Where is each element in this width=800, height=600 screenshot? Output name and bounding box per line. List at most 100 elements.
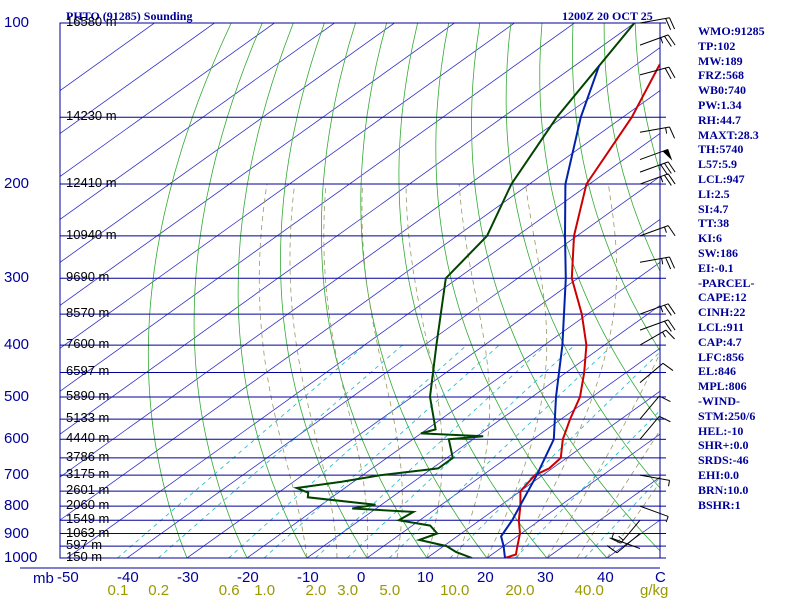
dry-adiabat-line	[147, 23, 232, 558]
wind-barb	[639, 329, 675, 346]
index-item: TH:5740	[698, 142, 744, 157]
index-item: LCL:947	[698, 171, 745, 186]
index-item: L57:5.9	[698, 157, 737, 172]
index-item: CAP:4.7	[698, 334, 742, 349]
index-item: CINH:22	[698, 305, 746, 320]
mixing-tick-label: 0.1	[107, 582, 129, 599]
wind-barb	[639, 225, 676, 237]
dewpoint-line	[292, 23, 636, 558]
sounding-series	[292, 23, 660, 558]
index-item: PW:1.34	[698, 97, 742, 112]
height-tick-label: 3786 m	[66, 448, 110, 464]
isotherm-line	[126, 175, 660, 558]
index-item: SW:186	[698, 245, 739, 260]
height-tick-label: 5890 m	[66, 387, 110, 403]
moist-adiabat-line	[289, 184, 338, 558]
isotherm-line	[426, 390, 660, 558]
index-item: STM:250/6	[698, 408, 756, 423]
isotherm-line	[60, 23, 635, 435]
wind-barb	[639, 303, 676, 316]
mixing-tick-label: 10.0	[440, 582, 470, 599]
temp-tick-label: -10	[297, 569, 319, 586]
wind-barbs	[606, 17, 676, 554]
isotherm-line	[60, 90, 660, 521]
isotherm-line	[60, 47, 660, 478]
isotherm-line	[60, 23, 455, 306]
height-tick-label: 14230 m	[66, 108, 117, 124]
index-item: LCL:911	[698, 319, 745, 334]
wind-barb	[639, 362, 674, 383]
temp-tick-label: 0	[357, 569, 366, 586]
index-item: MW:189	[698, 53, 743, 68]
dry-adiabat-line	[435, 23, 608, 558]
index-item: TP:102	[698, 38, 736, 53]
wind-barb	[606, 533, 641, 554]
isotherm-line	[66, 133, 660, 558]
isotherm-line	[186, 218, 660, 558]
mixing-tick-label: 3.0	[337, 582, 359, 599]
moist-adiabat-line	[606, 481, 660, 558]
pressure-tick-label: 300	[4, 269, 30, 287]
height-tick-label: 9690 m	[66, 269, 110, 285]
mixing-tick-label: 20.0	[505, 582, 535, 599]
index-item: MAXT:28.3	[698, 127, 759, 142]
height-tick-label: 3175 m	[66, 466, 110, 482]
index-item: SI:4.7	[698, 201, 729, 216]
height-tick-label: 5133 m	[66, 410, 110, 426]
index-item: -WIND-	[698, 393, 740, 408]
height-tick-label: 10940 m	[66, 226, 117, 242]
mixing-tick-label: 40.0	[574, 582, 604, 599]
moist-adiabat-line	[456, 184, 491, 558]
height-tick-label: 597 m	[66, 537, 103, 553]
moist-adiabat-line	[405, 184, 443, 558]
temp-tick-label: 20	[477, 569, 494, 586]
plot-frame	[59, 22, 661, 559]
pressure-tick-label: 800	[4, 497, 30, 515]
temp-tick-label: -30	[177, 569, 199, 586]
index-item: HEL:-10	[698, 423, 744, 438]
height-tick-label: 2060 m	[66, 497, 110, 513]
height-tick-label: 150 m	[66, 549, 103, 564]
moist-adiabat-line	[576, 429, 660, 558]
temperature-line	[504, 62, 660, 558]
temp-unit: C	[655, 569, 666, 586]
index-item: FRZ:568	[698, 68, 744, 83]
chart-title: PHTO (91285) Sounding	[66, 9, 193, 23]
isotherm-line	[486, 433, 660, 558]
mixing-tick-label: 0.2	[148, 582, 170, 599]
index-item: WMO:91285	[698, 24, 765, 38]
pressure-tick-label: 100	[4, 14, 30, 31]
height-tick-label: 12410 m	[66, 175, 117, 191]
index-item: SRDS:-46	[698, 453, 749, 468]
index-item: LI:2.5	[698, 186, 730, 201]
temp-tick-label: -50	[57, 569, 79, 586]
index-item: TT:38	[698, 216, 730, 231]
height-tick-label: 1063 m	[66, 524, 110, 540]
wind-barb	[639, 66, 676, 80]
temp-tick-label: -20	[237, 569, 259, 586]
isotherm-line	[246, 261, 660, 558]
mixing-ratio-line	[346, 344, 575, 558]
mixing-tick-label: 5.0	[379, 582, 401, 599]
index-item: SHR+:0.0	[698, 438, 749, 453]
index-item: EHI:0.0	[698, 467, 740, 482]
pressure-tick-label: 900	[4, 524, 30, 542]
pressure-tick-label: 1000	[4, 549, 38, 566]
height-tick-label: 8570 m	[66, 305, 110, 321]
wind-barb	[639, 161, 676, 176]
indices-panel: WMO:91285 TP:102 MW:189 FRZ:568 WB0:740 PW:1.…	[698, 24, 765, 512]
height-tick-label: 7600 m	[66, 336, 110, 352]
mixing-tick-label: 2.0	[305, 582, 327, 599]
dry-adiabat-line	[791, 23, 800, 558]
index-item: EL:846	[698, 364, 737, 379]
sounding-time: 1200Z 20 OCT 25	[562, 9, 653, 23]
wind-barb	[609, 519, 641, 544]
index-item: CAPE:12	[698, 290, 747, 305]
pressure-tick-label: 500	[4, 387, 30, 405]
height-tick-label: 4440 m	[66, 430, 110, 446]
height-tick-label: 6597 m	[66, 363, 110, 379]
wind-barb	[639, 415, 671, 440]
background-lines	[60, 23, 800, 558]
mixing-ratio-line	[514, 409, 660, 558]
